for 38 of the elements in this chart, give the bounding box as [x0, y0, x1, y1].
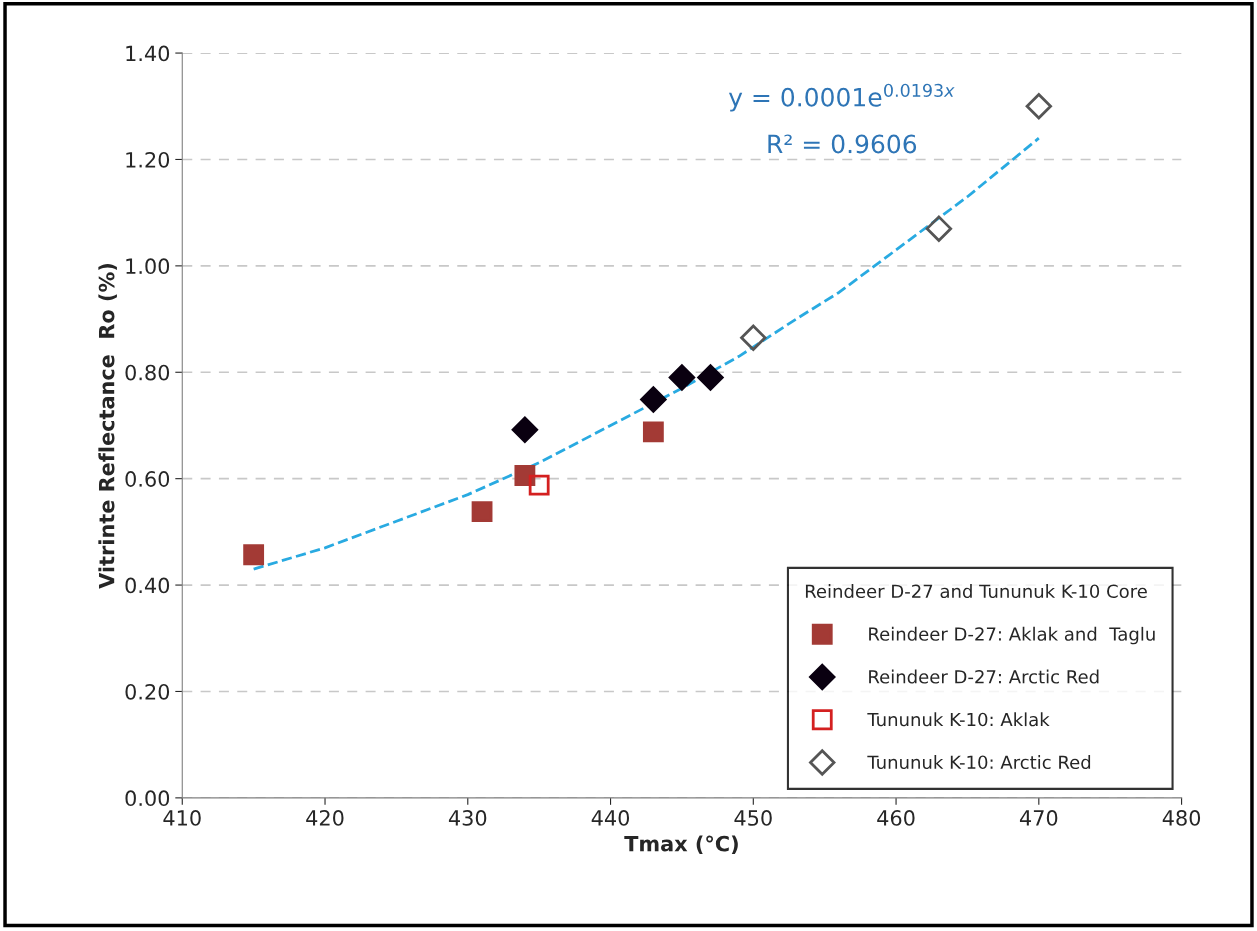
- x-tick-label: 440: [591, 810, 630, 826]
- y-tick-label: 1.00: [126, 258, 170, 275]
- y-tick-label: 0.60: [125, 471, 170, 487]
- point: [740, 324, 767, 351]
- y-tick-label: 0.80: [125, 364, 170, 381]
- annotation: y = 0.0001e$^{0.0193x}$: [728, 83, 955, 112]
- x-tick-label: 450: [734, 810, 772, 826]
- x-tick-label: 410: [163, 810, 201, 826]
- y-tick-label: 0.20: [125, 683, 170, 700]
- y-axis-title: Vitrinte Reflectance Ro (%): [98, 263, 117, 589]
- x-tick-label: 480: [1162, 810, 1201, 826]
- y-tick-label: 0.40: [125, 577, 170, 594]
- legend-label: Tununuk K-10: Aklak: [867, 712, 1050, 727]
- point: [697, 364, 724, 391]
- x-axis-title: Tmax (°C): [624, 835, 738, 854]
- annotation: R² = 0.9606: [768, 134, 917, 154]
- point: [471, 501, 493, 523]
- point: [528, 474, 550, 496]
- x-tick-label: 460: [877, 810, 915, 826]
- point: [243, 544, 265, 566]
- line-series: [252, 136, 1041, 571]
- point: [511, 416, 539, 443]
- point: [642, 421, 664, 443]
- legend-title: Reindeer D-27 and Tununuk K-10 Core: [805, 584, 1147, 599]
- point: [668, 364, 696, 391]
- point: [640, 386, 667, 413]
- point: [925, 215, 953, 242]
- point: [1025, 93, 1052, 120]
- x-tick-label: 470: [1019, 810, 1058, 826]
- point: [514, 465, 536, 486]
- legend-label: Reindeer D-27: Arctic Red: [869, 669, 1099, 684]
- legend-label: Reindeer D-27: Aklak and Taglu: [869, 626, 1155, 645]
- y-tick-label: 1.20: [126, 151, 170, 168]
- x-tick-label: 420: [306, 810, 344, 826]
- y-tick-label: 1.40: [126, 45, 170, 62]
- y-tick-label: 0.00: [125, 790, 170, 807]
- legend-label: Tununuk K-10: Arctic Red: [867, 755, 1091, 770]
- x-tick-label: 430: [448, 810, 487, 826]
